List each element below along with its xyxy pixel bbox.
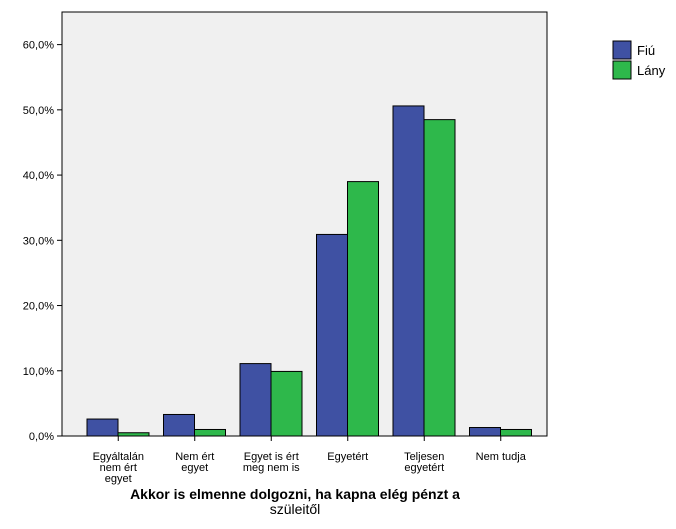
bar-lany bbox=[423, 119, 456, 437]
bar-fiu bbox=[469, 427, 501, 437]
x-axis-title: Akkor is elmenne dolgozni, ha kapna elég… bbox=[60, 486, 530, 516]
y-tick-label: 10,0% bbox=[23, 366, 54, 378]
y-tick-label: 50,0% bbox=[23, 105, 54, 117]
bar-lany bbox=[500, 428, 532, 437]
legend-label: Lány bbox=[637, 63, 666, 78]
x-tick-label: egyet bbox=[181, 462, 208, 474]
legend-label: Fiú bbox=[637, 43, 655, 58]
bar-lany bbox=[347, 181, 379, 437]
bar-fiu bbox=[316, 233, 348, 437]
x-tick-label: Nem ért bbox=[175, 451, 214, 463]
x-tick-label: egyet bbox=[105, 473, 132, 485]
y-tick-label: 40,0% bbox=[23, 170, 54, 182]
legend-swatch bbox=[612, 40, 632, 60]
y-tick-label: 0,0% bbox=[29, 431, 54, 443]
legend: Fiú Lány bbox=[612, 40, 666, 80]
bar-fiu bbox=[239, 363, 272, 437]
x-tick-label: nem ért bbox=[100, 462, 137, 474]
x-tick-label: Nem tudja bbox=[476, 451, 527, 463]
y-tick-label: 20,0% bbox=[23, 301, 54, 313]
x-axis-title-line-2: szüleitől bbox=[269, 501, 321, 517]
x-tick-label: meg nem is bbox=[243, 462, 300, 474]
legend-swatch bbox=[612, 60, 632, 80]
x-axis-title-line-1: Akkor is elmenne dolgozni, ha kapna elég… bbox=[130, 486, 460, 502]
bar-fiu bbox=[163, 413, 195, 437]
x-tick-label: Egyáltalán bbox=[93, 451, 144, 463]
x-tick-label: egyetért bbox=[404, 462, 444, 474]
bars-group bbox=[86, 105, 532, 437]
x-tick-label: Egyet is ért bbox=[244, 451, 299, 463]
x-tick-label: Egyetért bbox=[327, 451, 368, 463]
y-tick-label: 60,0% bbox=[23, 40, 54, 52]
bar-lany bbox=[194, 428, 226, 437]
x-tick-label: Teljesen bbox=[404, 451, 444, 463]
y-axis: 0,0% 10,0% 20,0% 30,0% 40,0% 50,0% 60,0% bbox=[23, 40, 62, 443]
bar-lany bbox=[270, 370, 303, 437]
bar-fiu bbox=[392, 105, 425, 437]
y-tick-label: 30,0% bbox=[23, 235, 54, 247]
plot-area bbox=[61, 11, 548, 437]
bar-fiu bbox=[86, 418, 119, 437]
